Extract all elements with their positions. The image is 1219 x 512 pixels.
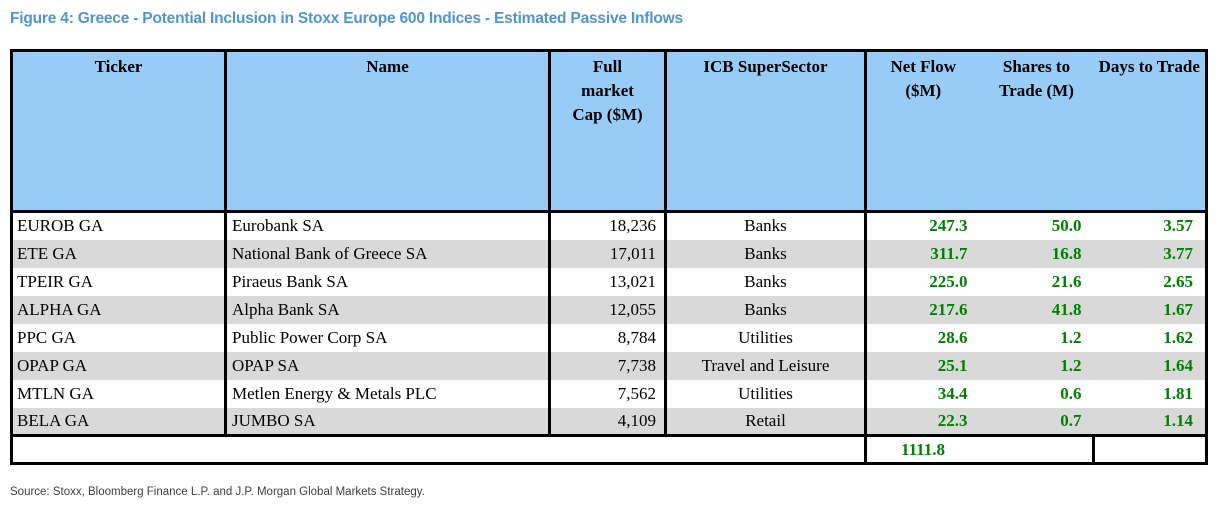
cell-days: 1.14 xyxy=(1093,407,1208,436)
cell-icb: Banks xyxy=(664,211,867,240)
cell-shares: 41.8 xyxy=(1051,299,1082,319)
table-row: MTLN GA Metlen Energy & Metals PLC 7,562 Ut… xyxy=(10,379,1208,408)
total-empty-cell xyxy=(10,434,867,465)
cell-icb: Banks xyxy=(664,295,867,324)
cell-shares: 1.2 xyxy=(1060,355,1082,375)
cell-shares: 1.2 xyxy=(1060,327,1082,347)
cell-shares: 16.8 xyxy=(1051,243,1082,263)
table-row: EUROB GA Eurobank SA 18,236 Banks 247.3 50.0 3… xyxy=(10,211,1208,240)
total-days-empty-cell xyxy=(1092,434,1208,465)
cell-shares: 50.0 xyxy=(1051,216,1082,236)
cell-netflow: 34.4 xyxy=(864,379,980,408)
cell-ticker: TPEIR GA xyxy=(10,267,227,296)
cell-ticker: ALPHA GA xyxy=(10,295,227,324)
cell-netflow: 25.1 xyxy=(864,351,980,380)
table-row: PPC GA Public Power Corp SA 8,784 Utilities… xyxy=(10,323,1208,352)
cell-name: OPAP SA xyxy=(224,351,551,380)
cell-name: Alpha Bank SA xyxy=(224,295,551,324)
cell-cap: 17,011 xyxy=(548,239,667,268)
cell-ticker: OPAP GA xyxy=(10,351,227,380)
cell-days: 2.65 xyxy=(1093,267,1208,296)
cell-icb: Utilities xyxy=(664,323,867,352)
cell-shares: 0.7 xyxy=(1060,410,1082,430)
table-row: OPAP GA OPAP SA 7,738 Travel and Leisure 25.… xyxy=(10,351,1208,380)
cell-shares: 0.6 xyxy=(1060,383,1082,403)
cell-cap: 12,055 xyxy=(548,295,667,324)
table-row: BELA GA JUMBO SA 4,109 Retail 22.3 0.7 1.14 xyxy=(10,407,1208,436)
table-row: TPEIR GA Piraeus Bank SA 13,021 Banks 225.0 2… xyxy=(10,267,1208,296)
table-header-row: Ticker Name Full market Cap ($M) ICB SuperS… xyxy=(10,49,1208,213)
cell-days: 1.67 xyxy=(1093,295,1208,324)
cell-ticker: PPC GA xyxy=(10,323,227,352)
cell-days: 1.62 xyxy=(1093,323,1208,352)
cell-icb: Banks xyxy=(664,239,867,268)
cell-name: Metlen Energy & Metals PLC xyxy=(224,379,551,408)
cell-days: 1.81 xyxy=(1093,379,1208,408)
cell-ticker: BELA GA xyxy=(10,407,227,436)
cell-name: Eurobank SA xyxy=(224,211,551,240)
cell-days: 3.77 xyxy=(1093,239,1208,268)
column-header-icb: ICB SuperSector xyxy=(664,49,867,213)
cell-ticker: ETE GA xyxy=(10,239,227,268)
cell-netflow: 217.6 xyxy=(864,295,980,324)
cell-cap: 4,109 xyxy=(548,407,667,436)
cell-name: National Bank of Greece SA xyxy=(224,239,551,268)
column-header-netflow: Net Flow ($M) xyxy=(864,49,980,213)
column-header-cap: Full market Cap ($M) xyxy=(548,49,667,213)
table-row: ALPHA GA Alpha Bank SA 12,055 Banks 217.6 41.… xyxy=(10,295,1208,324)
cell-icb: Banks xyxy=(664,267,867,296)
cell-days: 1.64 xyxy=(1093,351,1208,380)
cell-netflow: 247.3 xyxy=(864,211,980,240)
cell-name: JUMBO SA xyxy=(224,407,551,436)
cell-name: Piraeus Bank SA xyxy=(224,267,551,296)
cell-icb: Utilities xyxy=(664,379,867,408)
cell-cap: 8,784 xyxy=(548,323,667,352)
cell-netflow: 225.0 xyxy=(864,267,980,296)
cell-ticker: MTLN GA xyxy=(10,379,227,408)
cell-ticker: EUROB GA xyxy=(10,211,227,240)
total-net-flow-value: 1111.8 xyxy=(901,439,945,459)
cell-shares: 21.6 xyxy=(1051,271,1082,291)
column-header-name: Name xyxy=(224,49,551,213)
column-header-days: Days to Trade xyxy=(1093,49,1208,213)
cell-netflow: 311.7 xyxy=(864,239,980,268)
cell-cap: 7,738 xyxy=(548,351,667,380)
inflows-table: Ticker Name Full market Cap ($M) ICB SuperS… xyxy=(10,49,1208,465)
cell-netflow: 28.6 xyxy=(864,323,980,352)
column-header-ticker: Ticker xyxy=(10,49,227,213)
source-note: Source: Stoxx, Bloomberg Finance L.P. an… xyxy=(10,486,425,498)
total-net-flow-cell: 1111.8 xyxy=(864,434,1095,465)
cell-cap: 7,562 xyxy=(548,379,667,408)
figure-title: Figure 4: Greece - Potential Inclusion i… xyxy=(10,10,683,27)
cell-days: 3.57 xyxy=(1093,211,1208,240)
cell-cap: 13,021 xyxy=(548,267,667,296)
total-row: 1111.8 xyxy=(10,434,1208,465)
cell-cap: 18,236 xyxy=(548,211,667,240)
cell-netflow: 22.3 xyxy=(864,407,980,436)
cell-icb: Retail xyxy=(664,407,867,436)
table-row: ETE GA National Bank of Greece SA 17,011 Ba… xyxy=(10,239,1208,268)
cell-icb: Travel and Leisure xyxy=(664,351,867,380)
cell-name: Public Power Corp SA xyxy=(224,323,551,352)
column-header-shares: Shares to Trade (M) xyxy=(979,49,1094,213)
